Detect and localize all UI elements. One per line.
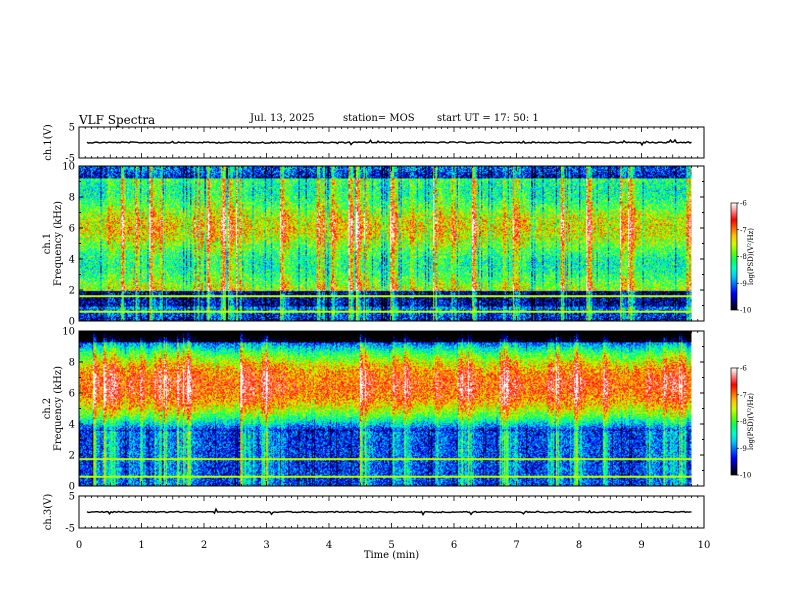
start-ut-label: start UT = 17: 50: 1 <box>437 113 539 124</box>
ch1-spectrogram-ytick-label: 8 <box>69 193 75 204</box>
ch2-spectrogram-colorbar-tick-label: -8 <box>740 418 747 426</box>
ch1-spectrogram-colorbar <box>731 203 737 310</box>
x-tick-label: 1 <box>138 540 144 551</box>
x-tick-label: 10 <box>698 540 711 551</box>
ch1-spectrogram-ytick-label: 6 <box>69 224 75 235</box>
ch1-spectrogram-ytick-label: 2 <box>69 286 75 297</box>
ch2-spectrogram-ytick-label: 6 <box>69 389 75 400</box>
x-tick-label: 0 <box>76 540 82 551</box>
ch2-spectrogram-colorbar-tick-label: -7 <box>740 391 747 399</box>
date-label: Jul. 13, 2025 <box>250 113 315 124</box>
x-tick-label: 9 <box>638 540 644 551</box>
x-tick-label: 2 <box>201 540 207 551</box>
ch1-spectrogram-ytick-label: 0 <box>69 317 75 328</box>
ch1-waveform-ylabel: ch.1(V) <box>43 124 54 161</box>
ch3-waveform-trace <box>86 507 692 517</box>
ch1-spectrogram-colorbar-tick-label: -9 <box>740 280 747 288</box>
ch2-spectrogram-ylabel-line: ch.2 <box>42 398 53 420</box>
ch1-spectrogram-colorbar-label: log(PSD)(V²/Hz) <box>747 228 755 285</box>
x-tick-label: 6 <box>451 540 457 551</box>
x-tick-label: 3 <box>263 540 269 551</box>
ch1-waveform-ytick-label: 5 <box>69 123 75 134</box>
ch3-waveform-ylabel: ch.3(V) <box>43 494 54 531</box>
ch1-spectrogram-colorbar-tick-label: -10 <box>740 307 751 315</box>
ch1-spectrogram-ylabel-line: ch.1 <box>42 233 53 255</box>
station-label: station= MOS <box>343 113 415 124</box>
x-tick-label: 8 <box>576 540 582 551</box>
ch1-spectrogram-colorbar-tick-label: -6 <box>740 200 747 208</box>
ch2-spectrogram-colorbar-tick-label: -6 <box>740 365 747 373</box>
ch1-spectrogram-colorbar-tick-label: -7 <box>740 226 747 234</box>
ch1-waveform-ytick-label: -5 <box>65 154 75 165</box>
x-tick-label: 7 <box>513 540 519 551</box>
ch2-spectrogram-colorbar-tick-label: -9 <box>740 445 747 453</box>
x-tick-label: 4 <box>326 540 332 551</box>
ch2-spectrogram-colorbar-tick-label: -10 <box>740 472 751 480</box>
x-tick-label: 5 <box>388 540 394 551</box>
ch2-spectrogram-ytick-label: 8 <box>69 358 75 369</box>
ch1-spectrogram-colorbar-tick-label: -8 <box>740 253 747 261</box>
ch2-spectrogram-ytick-label: 2 <box>69 451 75 462</box>
ch3-waveform-ytick-label: 5 <box>69 492 75 503</box>
ch1-spectrogram-ytick-label: 10 <box>62 162 75 173</box>
ch1-spectrogram-ytick-label: 4 <box>69 255 75 266</box>
ch2-spectrogram-image <box>79 331 692 486</box>
ch2-spectrogram-ytick-label: 0 <box>69 482 75 493</box>
ch1-waveform-trace <box>86 138 692 147</box>
ch2-spectrogram-ytick-label: 10 <box>62 327 75 338</box>
ch2-spectrogram-colorbar <box>731 368 737 475</box>
ch2-spectrogram-colorbar-label: log(PSD)(V²/Hz) <box>747 393 755 450</box>
ch2-spectrogram-ytick-label: 4 <box>69 420 75 431</box>
ch1-spectrogram-ylabel-line: Frequency (kHz) <box>53 201 64 286</box>
ch2-spectrogram-ylabel-line: Frequency (kHz) <box>53 366 64 451</box>
ch1-spectrogram-image <box>79 166 692 321</box>
x-axis-label: Time (min) <box>364 550 419 561</box>
figure-title: VLF Spectra <box>79 113 156 127</box>
ch3-waveform-ytick-label: -5 <box>65 524 75 535</box>
